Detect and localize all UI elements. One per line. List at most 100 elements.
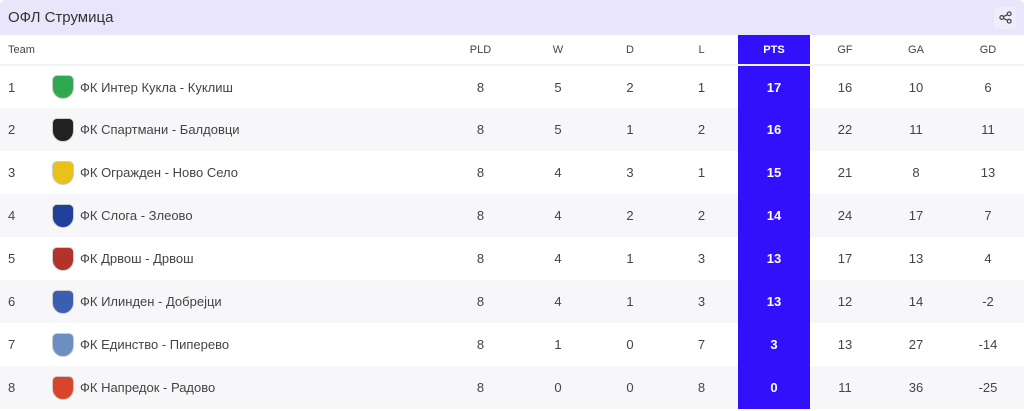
team-name[interactable]: ФК Дрвош - Дрвош — [80, 251, 194, 266]
pld-value: 8 — [440, 280, 521, 323]
team-logo-icon — [52, 289, 74, 314]
team-cell[interactable]: ФК Интер Кукла - Куклиш — [52, 65, 440, 108]
table-row[interactable]: 6 ФК Илинден - Добрејци 8 4 1 3 13 12 14 -2 — [0, 280, 1024, 323]
d-value: 2 — [595, 194, 665, 237]
pts-value: 15 — [738, 151, 810, 194]
team-name[interactable]: ФК Илинден - Добрејци — [80, 294, 222, 309]
team-logo-icon — [52, 160, 74, 185]
pts-value: 3 — [738, 323, 810, 366]
gf-value: 11 — [810, 366, 880, 409]
team-cell[interactable]: ФК Слога - Злеово — [52, 194, 440, 237]
pld-value: 8 — [476, 79, 485, 95]
team-name[interactable]: ФК Напредок - Радово — [80, 380, 216, 395]
l-value: 8 — [665, 366, 738, 409]
ga-value: 13 — [908, 251, 924, 266]
w-value: 1 — [554, 337, 562, 352]
pts-value: 13 — [738, 237, 810, 280]
pts-value: 17 — [738, 65, 810, 108]
ga-value: 17 — [880, 194, 952, 237]
gd-value: 11 — [952, 108, 1024, 151]
gd-value: -25 — [952, 366, 1024, 409]
l-value: 2 — [665, 194, 738, 237]
share-button[interactable] — [994, 6, 1016, 29]
table-row[interactable]: 2 ФК Спартмани - Балдовци 8 5 1 2 16 22 11 11 — [0, 108, 1024, 151]
w-value: 0 — [521, 366, 595, 409]
ga-value: 36 — [880, 366, 952, 409]
team-name[interactable]: ФК Единство - Пиперево — [80, 337, 230, 352]
table-row[interactable]: 8 ФК Напредок - Радово 8 0 0 8 0 11 36 -25 — [0, 366, 1024, 409]
team-logo-icon — [52, 117, 74, 142]
team-cell[interactable]: ФК Единство - Пиперево — [52, 323, 440, 366]
d-value: 1 — [626, 251, 634, 266]
d-value: 0 — [626, 337, 634, 352]
position: 5 — [8, 251, 16, 266]
pld-value: 8 — [476, 337, 485, 352]
pts-value: 13 — [738, 280, 810, 323]
pld-value: 8 — [440, 366, 521, 409]
column-header-ga[interactable]: GA — [880, 35, 952, 66]
table-row[interactable]: 3 ФК Ограждeн - Ново Село 8 4 3 1 15 21 8 13 — [0, 151, 1024, 194]
w-value: 5 — [521, 108, 595, 151]
gf-value: 24 — [810, 194, 880, 237]
table-row[interactable]: 4 ФК Слога - Злеово 8 4 2 2 14 24 17 7 — [0, 194, 1024, 237]
gd-value: -14 — [978, 337, 998, 352]
team-name[interactable]: ФК Интер Кукла - Куклиш — [80, 79, 233, 95]
gd-value: 13 — [980, 165, 996, 180]
column-header-gf[interactable]: GF — [810, 35, 880, 66]
ga-value: 11 — [880, 108, 952, 151]
team-cell[interactable]: ФК Дрвош - Дрвош — [52, 237, 440, 280]
column-header-w[interactable]: W — [521, 35, 595, 66]
team-logo-icon — [52, 203, 74, 228]
ga-value: 10 — [908, 79, 924, 95]
gf-value: 16 — [837, 79, 853, 95]
d-value: 0 — [595, 366, 665, 409]
w-value: 4 — [521, 280, 595, 323]
table-row[interactable]: 5 ФК Дрвош - Дрвош 8 4 1 3 13 17 13 4 — [0, 237, 1024, 280]
ga-value: 8 — [912, 165, 920, 180]
w-value: 4 — [521, 194, 595, 237]
column-header-l[interactable]: L — [665, 35, 738, 66]
l-value: 7 — [697, 337, 706, 352]
column-header-d[interactable]: D — [595, 35, 665, 66]
pld-value: 8 — [440, 108, 521, 151]
team-cell[interactable]: ФК Ограждeн - Ново Село — [52, 151, 440, 194]
d-value: 2 — [626, 79, 634, 95]
column-header-pts[interactable]: PTS — [738, 35, 810, 66]
table-row[interactable]: 1 ФК Интер Кукла - Куклиш 8 5 2 1 17 16 10 6 — [0, 65, 1024, 108]
pts-value: 0 — [738, 366, 810, 409]
gf-value: 22 — [810, 108, 880, 151]
table-title-bar: ОФЛ Струмица — [0, 0, 1024, 35]
team-name[interactable]: ФК Ограждeн - Ново Село — [80, 165, 238, 180]
gd-value: 4 — [984, 251, 992, 266]
column-header-pld[interactable]: PLD — [440, 35, 521, 66]
team-logo-icon — [52, 246, 74, 271]
table-row[interactable]: 7 ФК Единство - Пиперево 8 1 0 7 3 13 27 -14 — [0, 323, 1024, 366]
position: 2 — [0, 108, 52, 151]
gf-value: 13 — [837, 337, 853, 352]
gd-value: 7 — [952, 194, 1024, 237]
team-name[interactable]: ФК Слога - Злеово — [80, 208, 193, 223]
position: 4 — [0, 194, 52, 237]
d-value: 1 — [595, 108, 665, 151]
l-value: 1 — [697, 165, 706, 180]
standings-table: Team PLD W D L PTS GF GA GD 1 ФК Интер Кукла - К… — [0, 35, 1024, 409]
gd-value: -2 — [952, 280, 1024, 323]
team-cell[interactable]: ФК Спартмани - Балдовци — [52, 108, 440, 151]
team-name[interactable]: ФК Спартмани - Балдовци — [80, 122, 240, 137]
l-value: 3 — [697, 251, 706, 266]
position: 7 — [8, 337, 16, 352]
team-cell[interactable]: ФК Илинден - Добрејци — [52, 280, 440, 323]
gf-value: 17 — [837, 251, 853, 266]
gf-value: 21 — [837, 165, 853, 180]
column-header-team[interactable]: Team — [0, 35, 440, 66]
team-logo-icon — [52, 332, 74, 357]
w-value: 4 — [554, 251, 562, 266]
position: 6 — [0, 280, 52, 323]
pld-value: 8 — [440, 194, 521, 237]
gf-value: 12 — [810, 280, 880, 323]
team-cell[interactable]: ФК Напредок - Радово — [52, 366, 440, 409]
column-header-gd[interactable]: GD — [952, 35, 1024, 66]
gd-value: 6 — [984, 79, 992, 95]
share-icon — [998, 11, 1012, 24]
position: 8 — [0, 366, 52, 409]
